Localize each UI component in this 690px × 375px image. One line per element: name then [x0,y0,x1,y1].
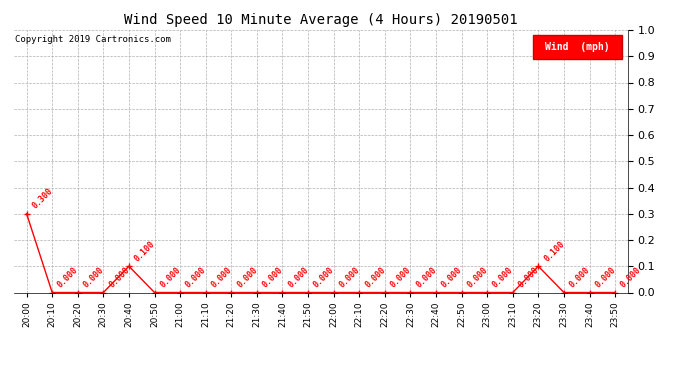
Text: 0.000: 0.000 [81,265,106,290]
Text: 0.300: 0.300 [30,186,55,211]
Text: 0.000: 0.000 [517,265,541,290]
FancyBboxPatch shape [533,35,622,59]
Text: 0.000: 0.000 [568,265,592,290]
Text: 0.100: 0.100 [542,239,566,263]
Text: 0.000: 0.000 [312,265,336,290]
Text: 0.000: 0.000 [210,265,234,290]
Text: Wind  (mph): Wind (mph) [544,42,609,52]
Text: 0.000: 0.000 [491,265,515,290]
Text: 0.000: 0.000 [56,265,80,290]
Text: 0.000: 0.000 [466,265,489,290]
Text: 0.000: 0.000 [414,265,438,290]
Text: 0.100: 0.100 [132,239,157,263]
Text: 0.000: 0.000 [363,265,387,290]
Text: 0.000: 0.000 [235,265,259,290]
Text: 0.000: 0.000 [159,265,182,290]
Text: 0.000: 0.000 [261,265,285,290]
Text: 0.000: 0.000 [440,265,464,290]
Text: 0.000: 0.000 [388,265,413,290]
Title: Wind Speed 10 Minute Average (4 Hours) 20190501: Wind Speed 10 Minute Average (4 Hours) 2… [124,13,518,27]
Text: 0.000: 0.000 [184,265,208,290]
Text: Copyright 2019 Cartronics.com: Copyright 2019 Cartronics.com [15,35,171,44]
Text: 0.000: 0.000 [593,265,618,290]
Text: 0.000: 0.000 [107,265,131,290]
Text: 0.000: 0.000 [619,265,643,290]
Text: 0.000: 0.000 [337,265,362,290]
Text: 0.000: 0.000 [286,265,310,290]
